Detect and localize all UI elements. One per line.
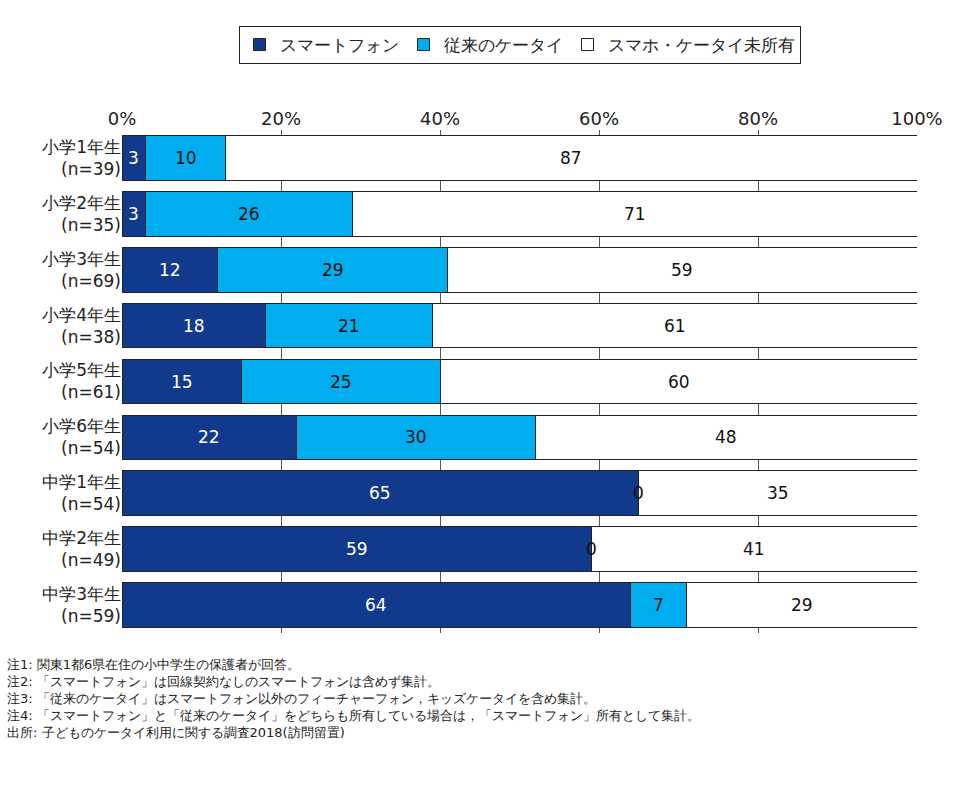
svg-text:29: 29: [791, 595, 813, 615]
svg-text:スマートフォン: スマートフォン: [280, 35, 399, 55]
svg-text:18: 18: [183, 316, 205, 336]
svg-text:41: 41: [743, 539, 765, 559]
svg-text:15: 15: [171, 372, 193, 392]
svg-text:21: 21: [338, 316, 360, 336]
svg-text:0: 0: [586, 539, 597, 559]
svg-text:中学1年生(n=54): 中学1年生(n=54): [42, 472, 121, 514]
svg-text:小学5年生(n=61): 小学5年生(n=61): [42, 360, 121, 402]
svg-text:3: 3: [128, 148, 139, 168]
svg-text:中学2年生(n=49): 中学2年生(n=49): [42, 528, 121, 570]
svg-text:7: 7: [653, 595, 664, 615]
svg-text:20%: 20%: [261, 108, 301, 129]
svg-text:小学2年生(n=35): 小学2年生(n=35): [42, 193, 121, 235]
svg-text:スマホ・ケータイ未所有: スマホ・ケータイ未所有: [608, 35, 795, 55]
svg-text:25: 25: [330, 372, 352, 392]
svg-text:0: 0: [633, 483, 644, 503]
svg-text:59: 59: [346, 539, 368, 559]
svg-text:29: 29: [322, 260, 344, 280]
svg-text:小学1年生(n=39): 小学1年生(n=39): [42, 137, 121, 179]
svg-text:61: 61: [664, 316, 686, 336]
svg-text:26: 26: [238, 204, 260, 224]
svg-text:59: 59: [671, 260, 693, 280]
svg-text:注1: 関東1都6県在住の小中学生の保護者が回答。注2: 「: 注1: 関東1都6県在住の小中学生の保護者が回答。注2: 「スマートフォン」は回…: [7, 657, 700, 740]
svg-text:87: 87: [560, 148, 582, 168]
svg-text:60: 60: [668, 372, 690, 392]
svg-text:従来のケータイ: 従来のケータイ: [444, 35, 563, 55]
svg-text:80%: 80%: [738, 108, 778, 129]
svg-text:小学3年生(n=69): 小学3年生(n=69): [42, 249, 121, 291]
svg-text:22: 22: [198, 427, 220, 447]
svg-text:64: 64: [365, 595, 387, 615]
svg-text:小学6年生(n=54): 小学6年生(n=54): [42, 416, 121, 458]
svg-text:3: 3: [128, 204, 139, 224]
svg-text:35: 35: [767, 483, 789, 503]
svg-text:60%: 60%: [579, 108, 619, 129]
svg-text:小学4年生(n=38): 小学4年生(n=38): [42, 305, 121, 347]
svg-text:0%: 0%: [108, 108, 137, 129]
svg-text:40%: 40%: [420, 108, 460, 129]
svg-text:12: 12: [159, 260, 181, 280]
svg-text:71: 71: [624, 204, 646, 224]
svg-text:中学3年生(n=59): 中学3年生(n=59): [42, 584, 121, 626]
svg-text:10: 10: [175, 148, 197, 168]
svg-text:30: 30: [405, 427, 427, 447]
svg-text:48: 48: [715, 427, 737, 447]
svg-text:100%: 100%: [891, 108, 942, 129]
svg-text:65: 65: [369, 483, 391, 503]
